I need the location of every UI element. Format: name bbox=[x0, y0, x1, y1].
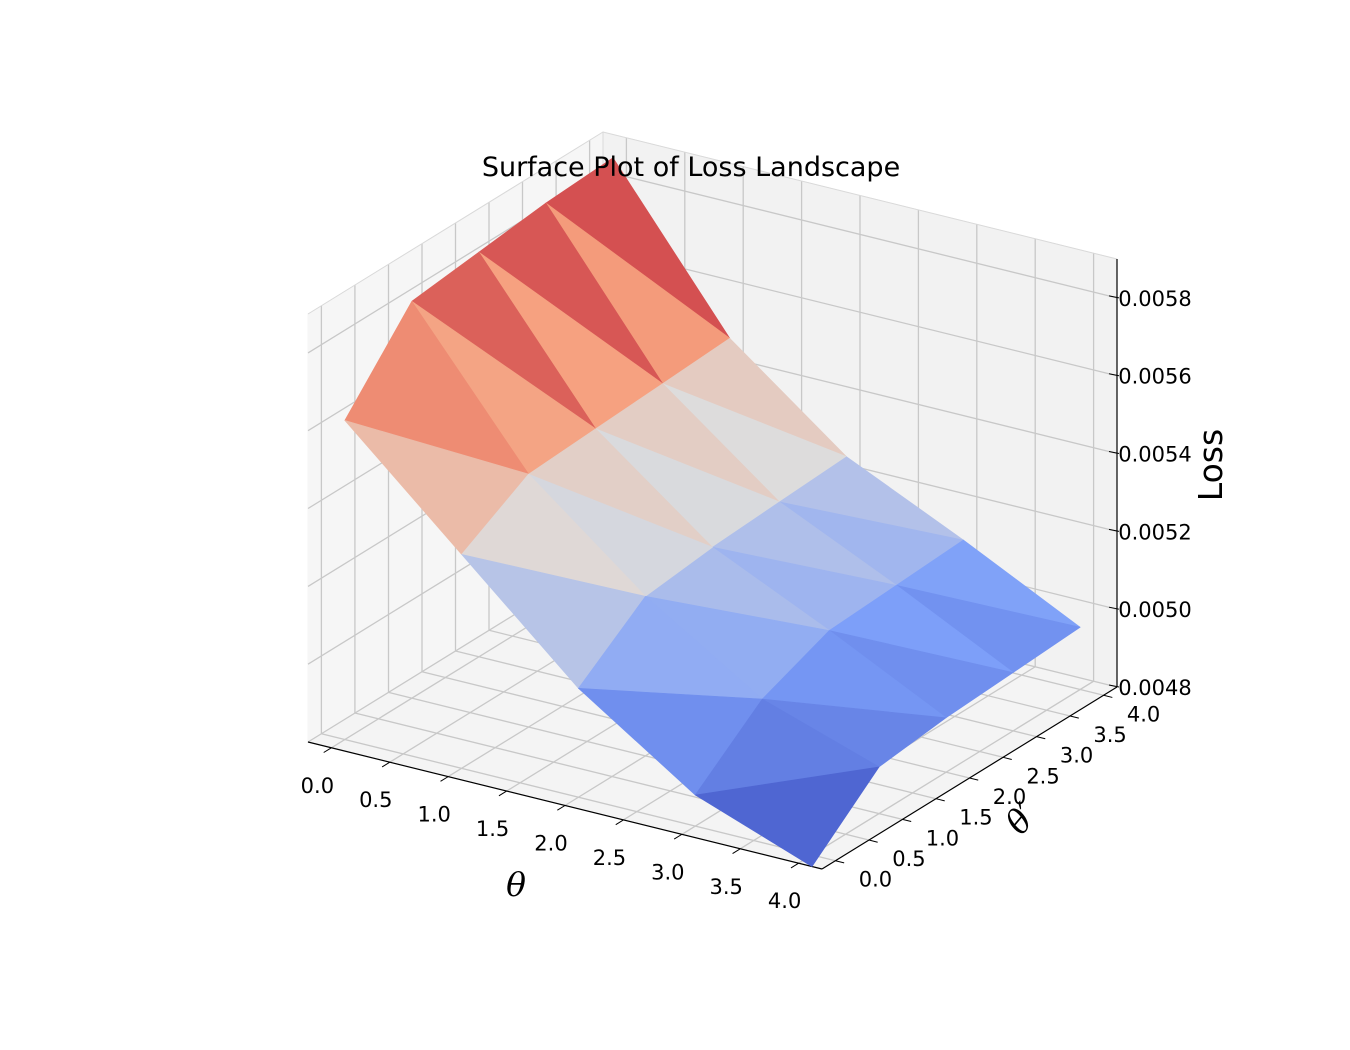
x-tick-label: 3.0 bbox=[651, 860, 684, 884]
x-tick-mark bbox=[381, 761, 391, 768]
z-tick-label: 0.0050 bbox=[1118, 598, 1191, 622]
z-tick-label: 0.0058 bbox=[1118, 287, 1191, 311]
y-tick-label: 3.0 bbox=[1060, 744, 1093, 768]
y-tick-label: 4.0 bbox=[1127, 702, 1160, 726]
x-tick-label: 1.0 bbox=[417, 803, 450, 827]
y-tick-label: 0.5 bbox=[892, 847, 925, 871]
y-tick-mark bbox=[935, 798, 945, 802]
x-tick-label: 0.5 bbox=[359, 788, 392, 812]
z-tick-mark bbox=[1108, 373, 1120, 377]
x-tick-mark bbox=[323, 747, 332, 753]
y-tick-mark bbox=[969, 777, 979, 781]
y-tick-label: 2.0 bbox=[993, 785, 1026, 809]
y-tick-label: 2.5 bbox=[1026, 764, 1059, 788]
z-tick-label: 0.0052 bbox=[1118, 520, 1191, 544]
x-tick-mark bbox=[557, 805, 566, 811]
x-tick-label: 1.5 bbox=[476, 817, 509, 841]
x-tick-mark bbox=[790, 862, 799, 869]
z-axis-label: Loss bbox=[1191, 429, 1230, 501]
y-tick-mark bbox=[1103, 694, 1113, 698]
x-tick-label: 2.5 bbox=[593, 846, 626, 870]
y-tick-label: 0.0 bbox=[859, 868, 892, 892]
chart-title: Surface Plot of Loss Landscape bbox=[482, 152, 900, 183]
y-tick-label: 1.0 bbox=[926, 826, 959, 850]
z-tick-mark bbox=[1108, 295, 1120, 299]
y-tick-label: 3.5 bbox=[1093, 723, 1126, 747]
ticks: 0.00.51.01.52.02.53.03.54.00.00.51.01.52… bbox=[301, 287, 1192, 913]
y-tick-mark bbox=[1069, 715, 1079, 719]
surface bbox=[344, 157, 1081, 867]
y-tick-mark bbox=[868, 839, 878, 843]
x-tick-mark bbox=[673, 833, 683, 840]
x-tick-label: 3.5 bbox=[710, 875, 743, 899]
x-tick-label: 0.0 bbox=[301, 774, 334, 798]
x-tick-mark bbox=[615, 819, 624, 826]
x-tick-mark bbox=[440, 776, 449, 782]
z-tick-mark bbox=[1108, 528, 1120, 532]
x-axis-label: θ bbox=[506, 865, 526, 904]
y-tick-mark bbox=[835, 860, 845, 864]
x-tick-mark bbox=[732, 848, 741, 854]
z-tick-label: 0.0054 bbox=[1118, 443, 1191, 467]
surface-facet bbox=[694, 766, 880, 867]
x-tick-mark bbox=[498, 790, 507, 797]
z-tick-label: 0.0056 bbox=[1118, 365, 1191, 389]
y-tick-mark bbox=[1036, 736, 1046, 740]
z-tick-mark bbox=[1108, 684, 1120, 688]
x-tick-label: 2.0 bbox=[534, 832, 567, 856]
y-tick-mark bbox=[1002, 756, 1012, 760]
y-tick-label: 1.5 bbox=[959, 806, 992, 830]
y-tick-mark bbox=[902, 818, 912, 823]
z-tick-mark bbox=[1108, 606, 1120, 610]
z-tick-label: 0.0048 bbox=[1118, 676, 1191, 700]
z-tick-mark bbox=[1108, 451, 1120, 455]
x-tick-label: 4.0 bbox=[768, 889, 801, 913]
